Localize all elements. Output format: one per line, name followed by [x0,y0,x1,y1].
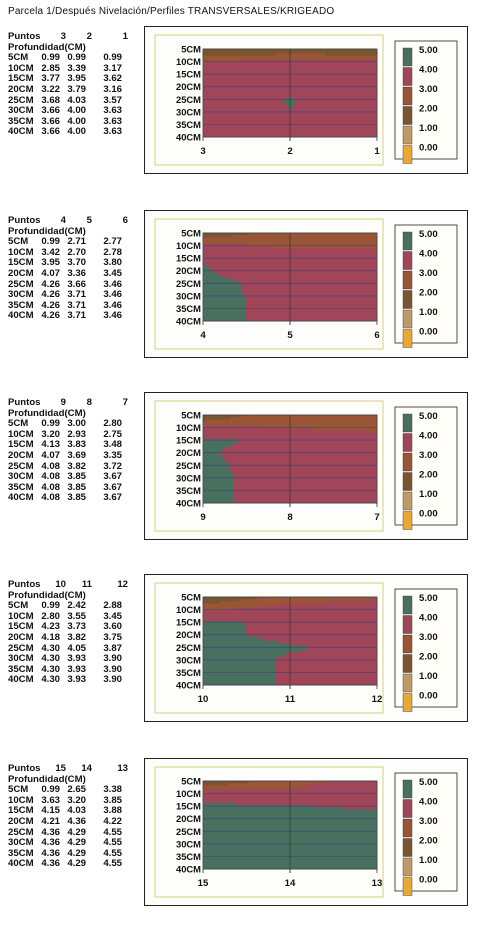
point-id: 6 [94,216,128,227]
y-tick-label: 20CM [176,81,201,92]
legend-label: 5.00 [419,45,438,56]
legend-swatch [403,87,412,105]
legend-label: 1.00 [419,123,438,134]
x-tick-label: 3 [200,146,205,157]
point-id: 5 [58,216,92,227]
value-cell: 3.67 [88,493,122,504]
y-tick-label: 5CM [181,228,201,239]
y-tick-label: 5CM [181,44,201,55]
legend-label: 5.00 [419,229,438,240]
point-id: 7 [94,398,128,409]
y-tick-label: 25CM [176,94,201,105]
point-id: 2 [58,32,92,43]
value-cell: 4.00 [52,127,86,138]
legend-label: 3.00 [419,84,438,95]
legend-label: 2.00 [419,288,438,299]
page-title: Parcela 1/Después Nivelación/Perfiles TR… [8,6,334,17]
y-tick-label: 15CM [176,253,201,264]
legend-swatch [403,271,412,289]
legend-label: 1.00 [419,307,438,318]
point-id: 8 [58,398,92,409]
value-cell: 3.63 [88,127,122,138]
value-cell: 3.85 [52,493,86,504]
x-tick-label: 2 [287,146,292,157]
legend-label: 4.00 [419,65,438,76]
legend-label: 3.00 [419,268,438,279]
legend-swatch [403,310,412,328]
legend-label: 0.00 [419,327,438,338]
legend-swatch [403,126,412,144]
legend-swatch [403,107,412,125]
x-tick-label: 6 [374,330,379,341]
y-tick-label: 20CM [176,265,201,276]
y-tick-label: 10CM [176,56,201,67]
value-cell: 3.45 [88,269,122,280]
value-cell: 3.71 [52,311,86,322]
y-tick-label: 30CM [176,290,201,301]
x-tick-label: 4 [200,330,206,341]
y-tick-label: 40CM [176,316,201,327]
x-tick-label: 1 [374,146,380,157]
legend-label: 4.00 [419,249,438,260]
y-tick-label: 35CM [176,303,201,314]
y-tick-label: 35CM [176,119,201,130]
value-cell: 3.46 [88,311,122,322]
legend-label: 0.00 [419,143,438,154]
legend-swatch [403,48,412,66]
legend-swatch [403,68,412,86]
y-tick-label: 15CM [176,69,201,80]
legend-swatch [403,291,412,309]
legend-swatch [403,232,412,250]
y-tick-label: 10CM [176,240,201,251]
y-tick-label: 25CM [176,278,201,289]
x-tick-label: 5 [287,330,293,341]
legend-swatch [403,252,412,270]
value-cell: 3.16 [88,85,122,96]
value-cell: 3.35 [88,451,122,462]
point-id: 1 [94,32,128,43]
value-cell: 3.36 [52,269,86,280]
value-cell: 3.79 [52,85,86,96]
legend-label: 2.00 [419,104,438,115]
y-tick-label: 40CM [176,132,201,143]
legend-swatch [403,330,412,348]
y-tick-label: 30CM [176,106,201,117]
value-cell: 3.69 [52,451,86,462]
legend-swatch [403,146,412,164]
